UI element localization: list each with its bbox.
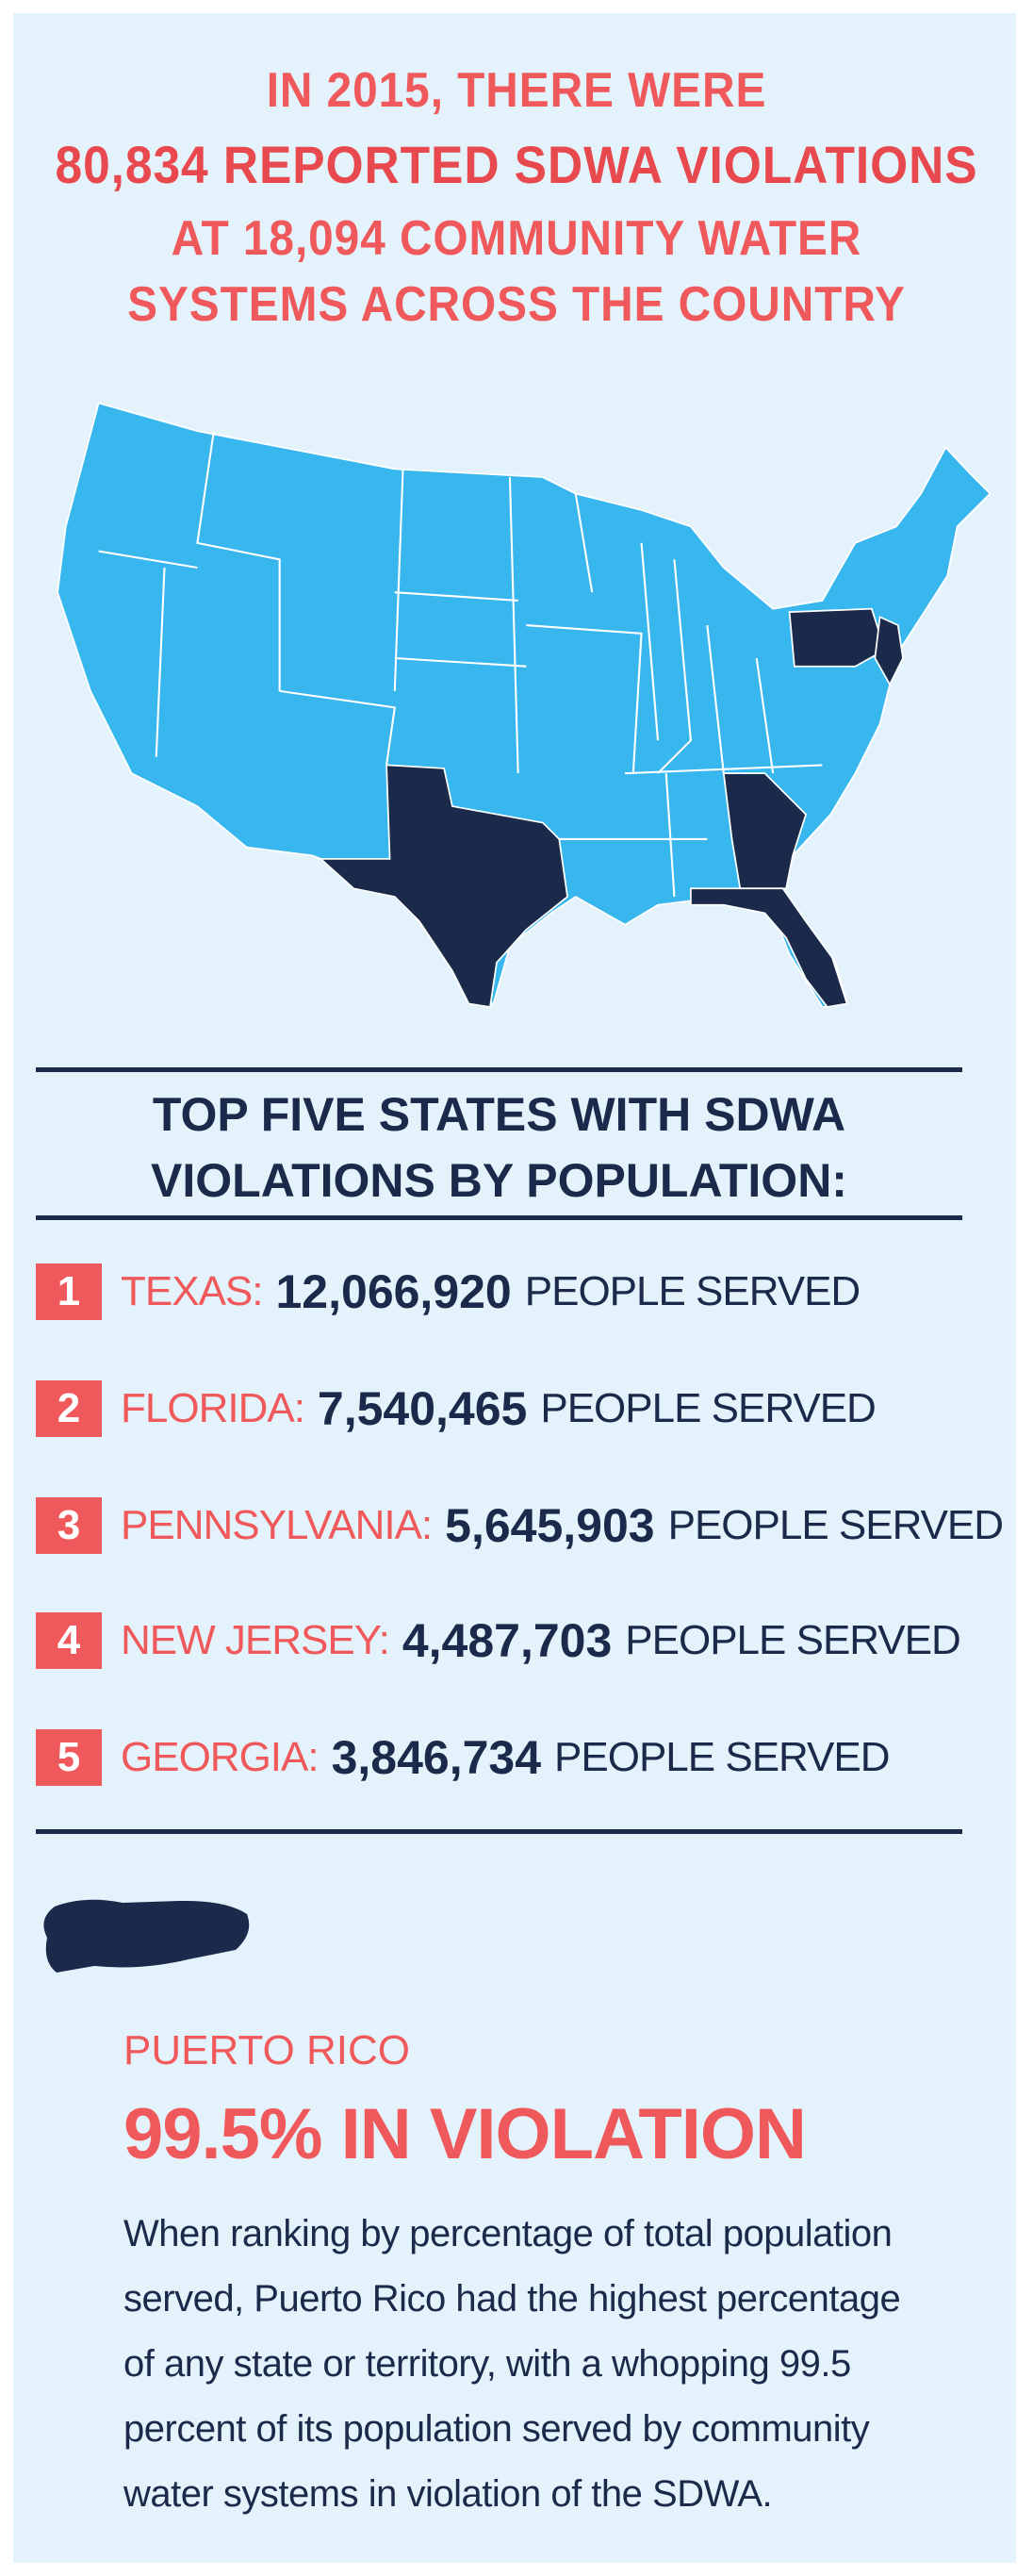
divider bbox=[36, 1829, 962, 1834]
state-georgia bbox=[722, 772, 808, 890]
state-name: NEW JERSEY: bbox=[121, 1617, 390, 1663]
section-title: VIOLATIONS BY POPULATION: bbox=[151, 1154, 847, 1207]
divider bbox=[36, 1215, 962, 1220]
rank-badge: 1 bbox=[36, 1263, 102, 1320]
state-row: 3 PENNSYLVANIA: 5,645,903 PEOPLE SERVED bbox=[36, 1496, 1004, 1555]
state-row: 2 FLORIDA: 7,540,465 PEOPLE SERVED bbox=[36, 1379, 877, 1438]
rank-badge: 2 bbox=[36, 1380, 102, 1437]
people-served: 5,645,903 bbox=[445, 1499, 655, 1552]
people-suffix: PEOPLE SERVED bbox=[524, 1268, 861, 1314]
state-name: GEORGIA: bbox=[121, 1734, 320, 1780]
header-line: AT 18,094 COMMUNITY WATER bbox=[171, 211, 862, 266]
people-suffix: PEOPLE SERVED bbox=[667, 1502, 1004, 1548]
pr-body: When ranking by percentage of total popu… bbox=[123, 2213, 901, 2515]
pr-headline: 99.5% IN VIOLATION bbox=[123, 2094, 807, 2174]
us-map bbox=[57, 402, 992, 1008]
state-name: TEXAS: bbox=[121, 1268, 263, 1314]
people-served: 12,066,920 bbox=[275, 1265, 512, 1318]
people-suffix: PEOPLE SERVED bbox=[625, 1617, 960, 1663]
header-line: SYSTEMS ACROSS THE COUNTRY bbox=[127, 277, 906, 332]
rank-badge: 4 bbox=[36, 1612, 102, 1669]
people-suffix: PEOPLE SERVED bbox=[540, 1385, 876, 1431]
state-borders bbox=[98, 431, 823, 898]
state-name: FLORIDA: bbox=[121, 1385, 305, 1431]
state-pennsylvania bbox=[788, 607, 886, 668]
state-new-jersey bbox=[874, 616, 904, 686]
people-served: 7,540,465 bbox=[317, 1382, 528, 1435]
state-row: 4 NEW JERSEY: 4,487,703 PEOPLE SERVED bbox=[36, 1611, 961, 1670]
state-texas bbox=[319, 764, 568, 1008]
people-served: 3,846,734 bbox=[331, 1731, 542, 1784]
header-line: IN 2015, THERE WERE bbox=[266, 63, 767, 118]
section-title: TOP FIVE STATES WITH SDWA bbox=[152, 1088, 846, 1141]
rank-badge: 5 bbox=[36, 1729, 102, 1786]
state-row: 5 GEORGIA: 3,846,734 PEOPLE SERVED bbox=[36, 1728, 891, 1787]
divider bbox=[36, 1067, 962, 1072]
state-name: PENNSYLVANIA: bbox=[121, 1502, 433, 1548]
pr-label: PUERTO RICO bbox=[123, 2027, 410, 2073]
header-line: 80,834 REPORTED SDWA VIOLATIONS bbox=[55, 135, 978, 194]
rank-badge: 3 bbox=[36, 1497, 102, 1554]
people-suffix: PEOPLE SERVED bbox=[554, 1734, 890, 1780]
people-served: 4,487,703 bbox=[402, 1614, 613, 1667]
state-florida bbox=[690, 887, 848, 1008]
state-row: 1 TEXAS: 12,066,920 PEOPLE SERVED bbox=[36, 1263, 861, 1321]
